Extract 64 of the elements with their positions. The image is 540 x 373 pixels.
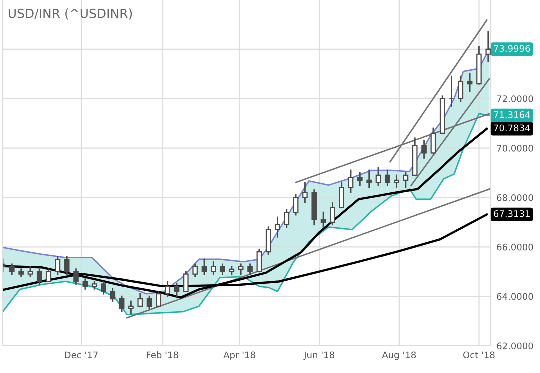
annotation: 73.9996 (494, 45, 530, 52)
candlestick (302, 182, 308, 204)
candlestick (192, 264, 198, 278)
candlestick (165, 281, 170, 298)
candlestick (467, 73, 473, 92)
candlestick (339, 182, 344, 208)
x-tick-label: Dec '17 (65, 352, 98, 359)
candlestick (348, 170, 354, 194)
candlestick (110, 288, 116, 302)
x-tick-label: Oct '18 (464, 352, 495, 359)
candlestick (28, 266, 34, 278)
candlestick (403, 172, 409, 189)
candlestick (46, 268, 52, 282)
candlestick (384, 170, 390, 186)
candlestick (64, 256, 70, 276)
candlestick (256, 248, 262, 273)
candlestick (128, 300, 134, 315)
candlestick (74, 268, 79, 285)
candlestick (266, 226, 272, 256)
x-tick-label: Apr '18 (224, 352, 256, 360)
candlestick (458, 76, 464, 102)
candlestick (293, 194, 299, 216)
candlestick (82, 278, 88, 290)
candlestick (284, 209, 290, 228)
candlestick (210, 261, 216, 276)
candlestick (376, 167, 382, 186)
line-series (3, 128, 488, 299)
annotation: 71.3164 (494, 112, 530, 118)
y-tick-label: 68.0000 (497, 194, 534, 202)
candlestick (119, 296, 125, 312)
candlestick (10, 264, 15, 276)
candlestick (174, 284, 180, 298)
candlestick (248, 264, 253, 276)
y-tick-label: 64.0000 (497, 293, 534, 300)
candlestick (394, 174, 400, 189)
y-tick-label: 72.0000 (497, 96, 534, 102)
text: USD/INR (^USDINR) (8, 8, 132, 20)
x-tick-label: Jun '18 (304, 352, 334, 360)
candlestick (422, 140, 427, 159)
y-tick-label: 70.0000 (497, 145, 534, 152)
candlestick (320, 212, 326, 228)
candlestick (146, 296, 152, 310)
candlestick (55, 256, 61, 276)
candlestick (101, 281, 106, 295)
candlestick (330, 202, 336, 226)
candlestick (430, 128, 436, 154)
candlestick (366, 170, 372, 189)
candlestick (220, 264, 226, 276)
y-tick-label: 62.0000 (497, 342, 534, 350)
candlestick (156, 290, 162, 308)
annotation: 70.7834 (494, 124, 530, 132)
candlestick (36, 268, 42, 285)
y-tick-label: 66.0000 (497, 244, 534, 251)
line-series (3, 48, 490, 295)
candlestick (202, 258, 208, 276)
annotation: 67.3131 (494, 210, 530, 218)
candlestick (358, 172, 363, 186)
candlestick (275, 216, 280, 238)
x-tick-label: Aug '18 (382, 352, 416, 360)
candlestick (238, 264, 244, 276)
candlestick (184, 271, 189, 292)
x-tick-label: Feb '18 (147, 352, 178, 359)
candlestick (486, 31, 491, 62)
candlestick (138, 293, 144, 308)
